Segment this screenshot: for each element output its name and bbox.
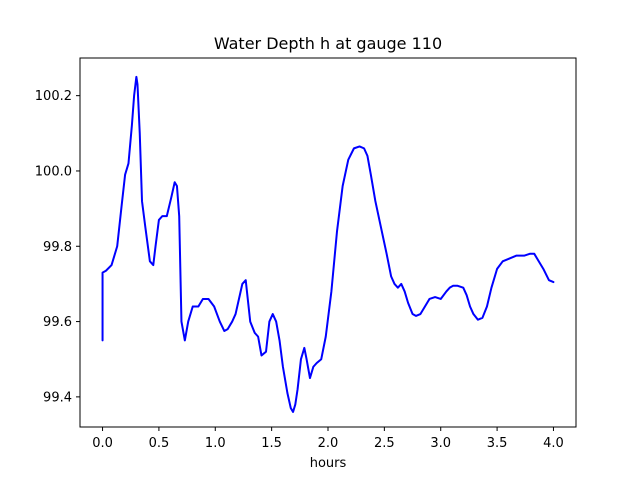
- x-tick-label: 1.5: [261, 436, 282, 451]
- y-axis: 99.4 99.6 99.8 100.0 100.2: [35, 89, 80, 405]
- y-tick-label: 100.0: [35, 164, 72, 179]
- x-tick-label: 2.5: [374, 436, 395, 451]
- x-tick-label: 2.0: [318, 436, 339, 451]
- x-tick-label: 0.5: [149, 436, 170, 451]
- y-tick-label: 100.2: [35, 89, 72, 104]
- x-tick-label: 0.0: [92, 436, 113, 451]
- x-tick-label: 3.5: [487, 436, 508, 451]
- series-line-0: [101, 75, 555, 413]
- series-layer: [101, 75, 555, 413]
- x-tick-label: 1.0: [205, 436, 226, 451]
- y-tick-label: 99.6: [43, 315, 72, 330]
- x-axis-label: hours: [310, 456, 347, 471]
- x-tick-label: 3.0: [430, 436, 451, 451]
- x-tick-label: 4.0: [543, 436, 564, 451]
- x-axis: 0.0 0.5 1.0 1.5 2.0 2.5 3.0 3.5 4.0: [92, 427, 564, 451]
- y-tick-label: 99.8: [43, 240, 72, 255]
- chart-title: Water Depth h at gauge 110: [214, 34, 442, 53]
- y-tick-label: 99.4: [43, 390, 72, 405]
